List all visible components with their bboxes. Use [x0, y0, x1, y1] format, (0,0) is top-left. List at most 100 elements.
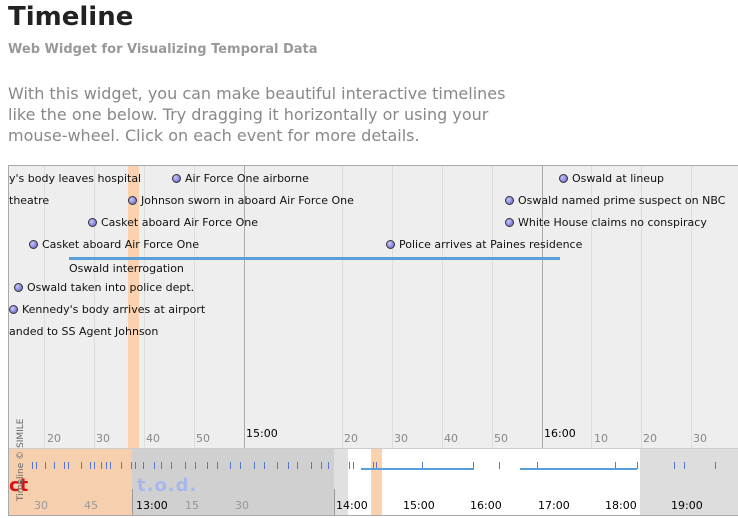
- gridline: [492, 166, 493, 448]
- band-decorator: [640, 449, 738, 515]
- gridline: [194, 166, 195, 448]
- gridline: [342, 166, 343, 448]
- scale-label: 30: [34, 499, 48, 512]
- highlight-decorator: [371, 449, 382, 515]
- event-air-force-one-airborne[interactable]: Air Force One airborne: [172, 171, 309, 187]
- band-overlay-text: t.o.d.: [137, 475, 198, 496]
- scale-label-hour: 15:00: [246, 427, 278, 440]
- scale-label: 15: [185, 499, 199, 512]
- event-tick: [684, 462, 685, 469]
- event-tick: [328, 462, 329, 469]
- scale-label: 50: [494, 432, 508, 445]
- event-body-arrives-airport[interactable]: Kennedy's body arrives at airport: [9, 302, 205, 318]
- event-tick: [230, 462, 231, 469]
- gridline: [44, 166, 45, 448]
- event-ticks: [9, 462, 738, 470]
- event-dot-icon: [88, 218, 97, 227]
- event-tick: [674, 462, 675, 469]
- timeline-upper-band[interactable]: y's body leaves hospital theatre Air For…: [9, 166, 738, 448]
- event-oswald-at-lineup[interactable]: Oswald at lineup: [559, 171, 664, 187]
- event-label: anded to SS Agent Johnson: [9, 325, 159, 338]
- event-tick: [376, 462, 377, 469]
- event-tick: [288, 462, 289, 469]
- event-body-leaves-hospital[interactable]: y's body leaves hospital: [9, 171, 141, 187]
- event-label: y's body leaves hospital: [9, 172, 142, 185]
- scale-label: 10: [594, 432, 608, 445]
- event-tick: [131, 462, 132, 469]
- timeline-widget[interactable]: y's body leaves hospital theatre Air For…: [8, 165, 738, 516]
- event-label: theatre: [9, 194, 50, 207]
- event-tick: [195, 462, 196, 469]
- event-label: Casket aboard Air Force One: [101, 216, 258, 229]
- event-tick: [135, 462, 136, 469]
- scale-label: 45: [84, 499, 98, 512]
- event-oswald-police-dept[interactable]: Oswald taken into police dept.: [14, 280, 194, 296]
- event-police-paines-residence[interactable]: Police arrives at Paines residence: [386, 237, 582, 253]
- visible-window: [132, 449, 334, 515]
- gridline: [392, 166, 393, 448]
- event-tick: [353, 462, 354, 469]
- event-johnson-sworn-in[interactable]: Johnson sworn in aboard Air Force One: [128, 193, 354, 209]
- event-dot-icon: [505, 218, 514, 227]
- scale-label: 40: [146, 432, 160, 445]
- event-theatre[interactable]: theatre: [9, 193, 49, 209]
- event-dot-icon: [29, 240, 38, 249]
- event-tick: [32, 462, 33, 469]
- page-title: Timeline: [8, 2, 134, 32]
- event-tick: [45, 462, 46, 469]
- highlight-decorator: [128, 166, 139, 448]
- band-decorator: [9, 449, 132, 515]
- event-tick: [101, 462, 102, 469]
- event-oswald-prime-suspect[interactable]: Oswald named prime suspect on NBC: [505, 193, 725, 209]
- event-tick: [254, 462, 255, 469]
- event-tick: [637, 462, 638, 469]
- scale-label: 20: [47, 432, 61, 445]
- event-tick: [264, 462, 265, 469]
- event-label: Oswald at lineup: [572, 172, 665, 185]
- event-tick: [171, 462, 172, 469]
- event-tick: [110, 462, 111, 469]
- event-tick: [297, 462, 298, 469]
- page-subtitle: Web Widget for Visualizing Temporal Data: [8, 42, 318, 57]
- event-label: Johnson sworn in aboard Air Force One: [141, 194, 354, 207]
- event-label: Kennedy's body arrives at airport: [22, 303, 206, 316]
- event-tick: [349, 462, 350, 469]
- scale-label-hour: 16:00: [470, 499, 502, 512]
- event-tick: [121, 462, 122, 469]
- event-dot-icon: [172, 174, 181, 183]
- upper-time-scale: 20 30 40 50 15:00 20 30 40 50 16:00 10 2…: [9, 427, 738, 448]
- event-casket-aboard[interactable]: Casket aboard Air Force One: [29, 237, 199, 253]
- event-handed-to-ss-agent[interactable]: anded to SS Agent Johnson: [9, 324, 158, 340]
- event-tick: [499, 462, 500, 469]
- event-tick: [54, 462, 55, 469]
- event-dot-icon: [386, 240, 395, 249]
- event-white-house-no-conspiracy[interactable]: White House claims no conspiracy: [505, 215, 707, 231]
- gridline: [691, 166, 692, 448]
- scale-label-hour: 17:00: [538, 499, 570, 512]
- scale-label: 30: [394, 432, 408, 445]
- duration-bar: [520, 468, 637, 470]
- event-tick: [161, 462, 162, 469]
- timeline-lower-band[interactable]: ct t.o.d. 30 45 13:00 15 30 14:00 15:00 …: [9, 448, 738, 515]
- event-tick: [81, 462, 82, 469]
- event-label: Casket aboard Air Force One: [42, 238, 199, 251]
- duration-bar[interactable]: [69, 257, 560, 260]
- event-label: Police arrives at Paines residence: [399, 238, 583, 251]
- gridline-hour: [132, 489, 133, 515]
- scale-label: 20: [344, 432, 358, 445]
- event-tick: [185, 462, 186, 469]
- event-tick: [311, 462, 312, 469]
- event-tick: [106, 462, 107, 469]
- event-tick: [537, 462, 538, 469]
- event-label: Oswald named prime suspect on NBC: [518, 194, 726, 207]
- event-tick: [373, 462, 374, 469]
- gridline: [442, 166, 443, 448]
- event-casket-aboard[interactable]: Casket aboard Air Force One: [88, 215, 258, 231]
- gridline-hour: [542, 166, 543, 448]
- scale-label: 40: [444, 432, 458, 445]
- event-oswald-interrogation[interactable]: Oswald interrogation: [69, 262, 184, 275]
- event-dot-icon: [505, 196, 514, 205]
- simile-credit: Timeline © SIMILE: [16, 418, 26, 501]
- event-tick: [68, 462, 69, 469]
- gridline: [144, 166, 145, 448]
